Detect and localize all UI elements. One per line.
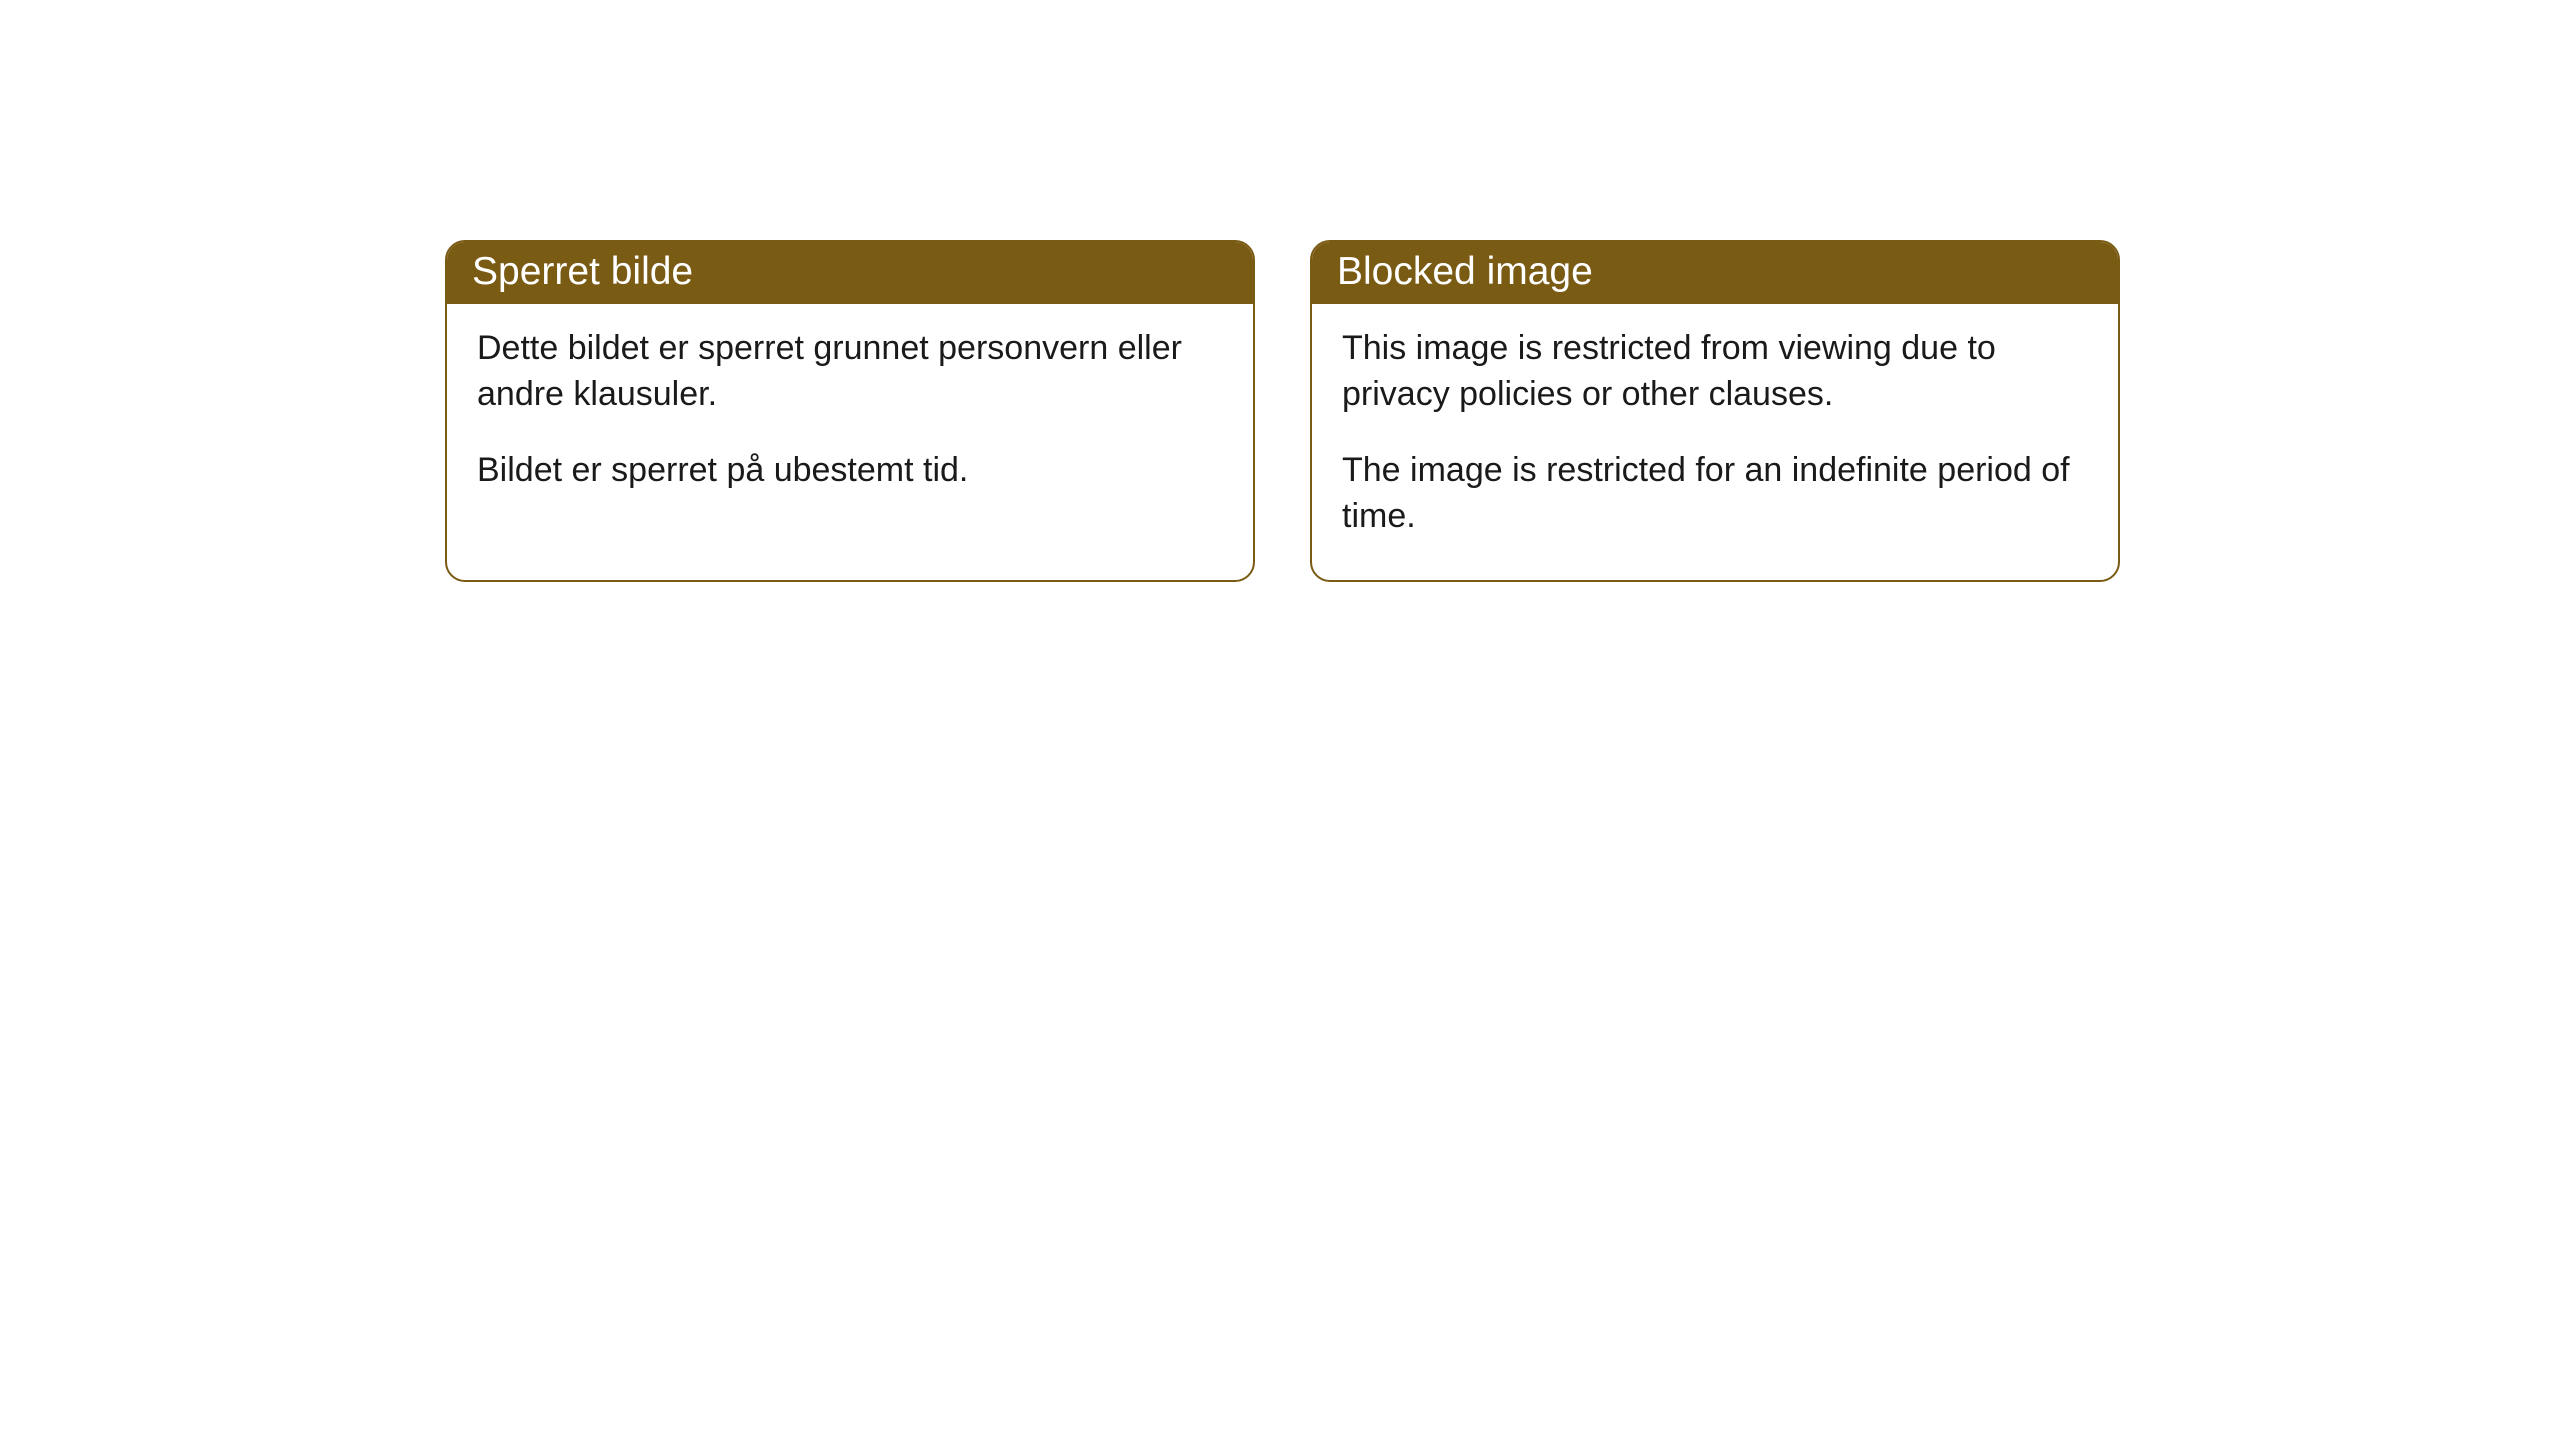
card-paragraph: Bildet er sperret på ubestemt tid. <box>477 448 1223 494</box>
notice-card-english: Blocked image This image is restricted f… <box>1310 240 2120 582</box>
card-body: Dette bildet er sperret grunnet personve… <box>447 304 1253 534</box>
card-body: This image is restricted from viewing du… <box>1312 304 2118 580</box>
card-paragraph: The image is restricted for an indefinit… <box>1342 448 2088 540</box>
card-paragraph: Dette bildet er sperret grunnet personve… <box>477 326 1223 418</box>
card-paragraph: This image is restricted from viewing du… <box>1342 326 2088 418</box>
card-title: Sperret bilde <box>447 242 1253 304</box>
notice-container: Sperret bilde Dette bildet er sperret gr… <box>0 0 2560 582</box>
card-title: Blocked image <box>1312 242 2118 304</box>
notice-card-norwegian: Sperret bilde Dette bildet er sperret gr… <box>445 240 1255 582</box>
